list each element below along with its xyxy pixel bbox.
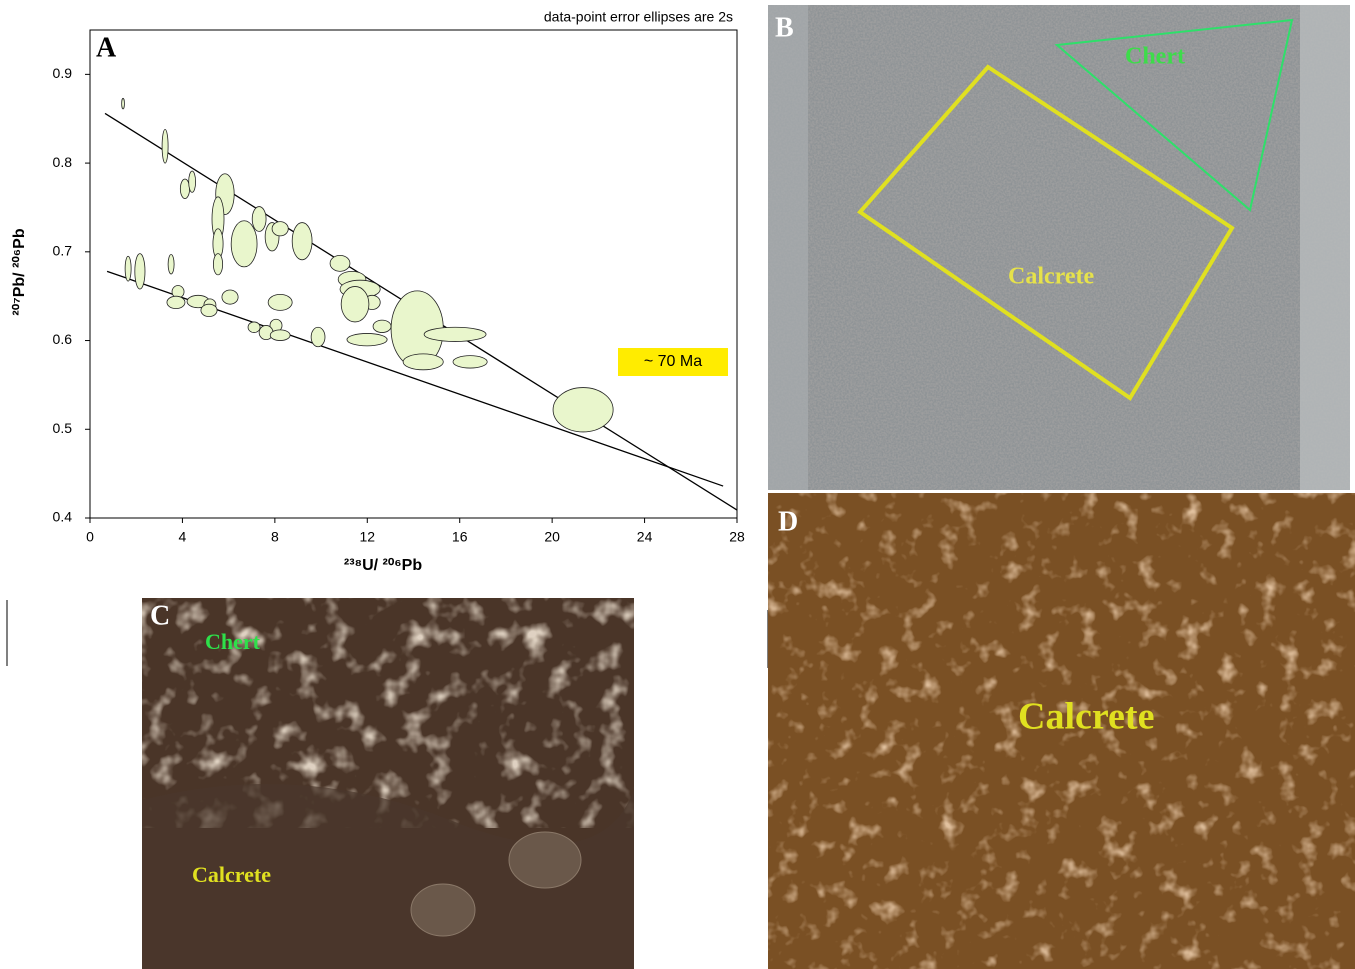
x-tick-label: 16 [452,529,468,545]
error-ellipse [201,304,217,316]
y-tick-label: 0.4 [53,509,73,525]
plot-frame [90,30,737,518]
error-ellipse [270,330,290,341]
photo-d: D Calcrete [768,493,1355,969]
y-tick-label: 0.9 [53,65,73,81]
y-tick-label: 0.6 [53,331,73,347]
x-tick-label: 0 [86,529,94,545]
x-tick-label: 12 [359,529,375,545]
error-ellipse [222,290,238,304]
photo-c: C Chert Calcrete [142,598,634,969]
calcrete-label: Calcrete [1008,264,1095,290]
error-ellipse [272,222,288,236]
error-ellipse [268,294,292,310]
error-ellipse [330,255,350,271]
error-ellipse [167,296,185,308]
error-ellipse [252,207,266,232]
note: data-point error ellipses are 2s [544,9,733,25]
x-tick-label: 24 [637,529,653,545]
y-tick-label: 0.5 [53,420,73,436]
error-ellipse [231,221,257,267]
error-ellipse [213,254,222,275]
calcrete-label: Calcrete [1018,696,1154,738]
x-tick-label: 28 [729,529,745,545]
error-ellipse [553,388,613,432]
error-ellipse [180,179,189,199]
chert-label: Chert [1125,44,1185,70]
error-ellipse [424,327,486,341]
x-tick-label: 20 [544,529,560,545]
error-ellipse [292,223,312,260]
x-tick-label: 8 [271,529,279,545]
error-ellipse [125,256,131,281]
annotation: ~ 70 Ma [644,353,702,370]
photo-b: B Chert Calcrete [768,5,1350,490]
panel-label: D [778,506,798,537]
x-axis-label: ²³⁸U/ ²⁰⁶Pb [344,557,422,574]
panel-label: A [96,32,117,63]
page: data-point error ellipses are 2s A ²³⁸U/… [0,0,1355,969]
y-tick-label: 0.7 [53,243,73,259]
error-ellipse [122,98,125,109]
panel-label: C [150,600,170,631]
error-ellipse [341,286,369,321]
error-ellipse [248,322,260,333]
error-ellipse [453,356,487,368]
error-ellipse [311,327,325,347]
error-ellipse [135,254,145,289]
error-ellipse [403,354,443,370]
error-ellipse [162,129,168,163]
y-axis-label: ²⁰⁷Pb/ ²⁰⁶Pb [11,228,28,315]
error-ellipse [189,171,196,192]
panel-label: B [775,12,794,43]
error-ellipse [168,254,174,274]
figure: data-point error ellipses are 2s A ²³⁸U/… [0,0,1355,969]
y-tick-label: 0.8 [53,154,73,170]
error-ellipse [347,333,387,345]
chert-label: Chert [205,629,261,654]
calcrete-label: Calcrete [192,862,271,887]
x-tick-label: 4 [179,529,187,545]
error-ellipse [373,320,391,332]
